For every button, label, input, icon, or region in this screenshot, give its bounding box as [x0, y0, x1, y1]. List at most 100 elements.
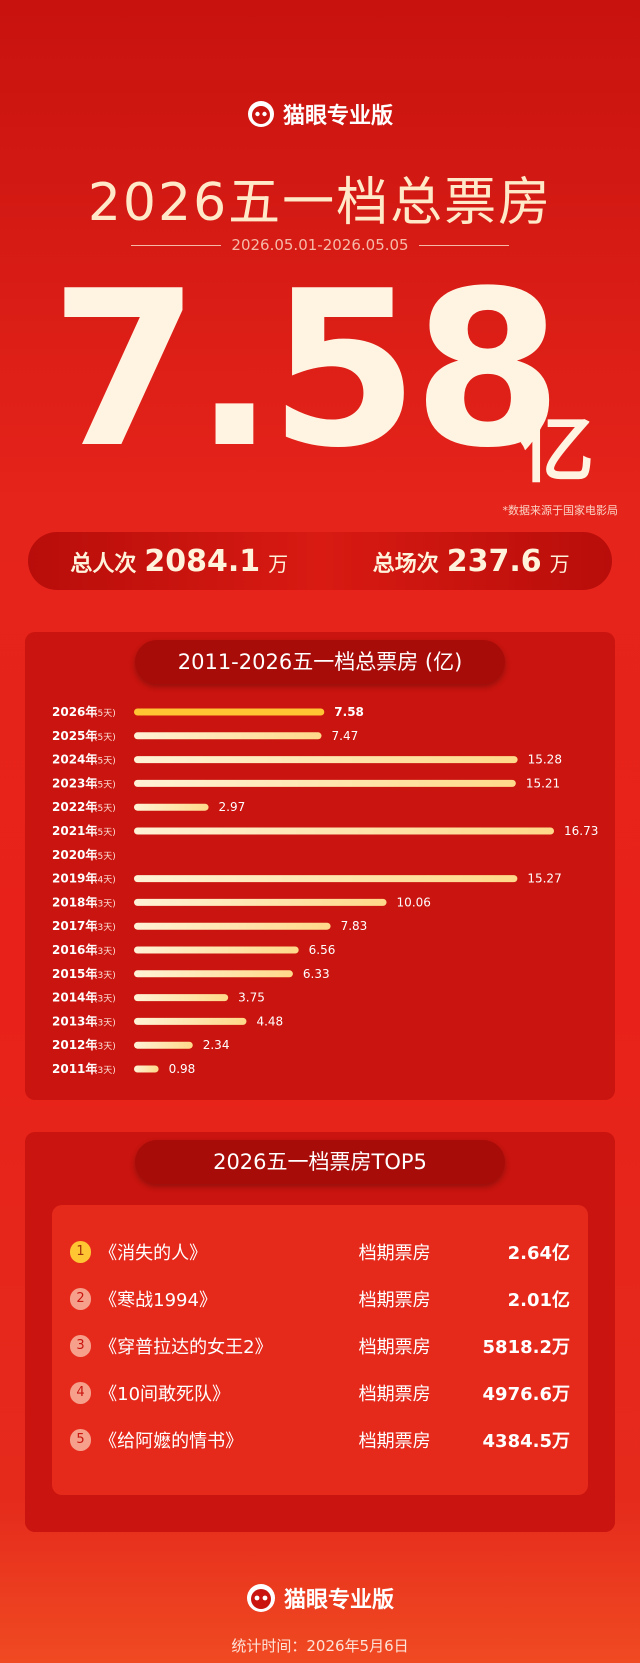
value-label: 2.97 [219, 800, 246, 814]
days-label: (3天) [94, 923, 116, 933]
days-label: (3天) [94, 947, 116, 957]
days-label: (3天) [94, 1018, 116, 1028]
stat: 总人次 2084.1 万 [70, 544, 288, 579]
value-label: 15.27 [527, 872, 561, 886]
stat-value: 237.6 [446, 543, 542, 579]
bar [134, 898, 387, 906]
days-label: (3天) [94, 1042, 116, 1052]
value-label: 10.06 [397, 895, 431, 909]
days-label: (5天) [94, 828, 116, 838]
value-label: 7.58 [334, 705, 364, 719]
category-label: 2020年 [52, 847, 97, 862]
bar [134, 1017, 247, 1025]
movie-name: 《寒战1994》 [99, 1290, 217, 1311]
movie-name: 《消失的人》 [99, 1243, 208, 1264]
bar [134, 1041, 193, 1049]
bar [134, 970, 293, 978]
top5-row: 5 《给阿嬷的情书》 档期票房 4384.5万 [70, 1422, 570, 1458]
bar [134, 946, 299, 954]
top5-row: 3 《穿普拉达的女王2》 档期票房 5818.2万 [70, 1328, 570, 1364]
metric: 档期票房 [358, 1431, 431, 1452]
category-label: 2024年 [52, 752, 97, 767]
bar [134, 779, 516, 787]
days-label: (5天) [94, 733, 116, 743]
category-label: 2018年 [52, 894, 97, 909]
bar [134, 803, 209, 811]
total-box-office: 7.58 [50, 244, 562, 495]
stats-bar: 总人次 2084.1 万 总场次 237.6 万 [28, 532, 612, 590]
days-label: (5天) [94, 757, 116, 767]
amount: 5818.2万 [482, 1337, 570, 1358]
category-label: 2019年 [52, 871, 97, 886]
source: *数据来源于国家电影局 [502, 504, 619, 517]
top5-title: 2026五一档票房TOP5 [135, 1140, 505, 1184]
category-label: 2014年 [52, 990, 97, 1005]
logo-text: 猫眼专业版 [282, 104, 393, 129]
days-label: (3天) [94, 995, 116, 1005]
bar [134, 708, 325, 716]
movie-name: 《给阿嬷的情书》 [99, 1431, 244, 1452]
value-label: 6.33 [303, 967, 330, 981]
top5-list [52, 1205, 588, 1495]
bar [134, 994, 229, 1002]
title: 2026五一档总票房 [87, 173, 553, 233]
logo: 猫眼专业版 [0, 98, 640, 130]
top5-row: 4 《10间敢死队》 档期票房 4976.6万 [70, 1375, 570, 1411]
logo-text: 猫眼专业版 [283, 1588, 394, 1613]
stat-unit: 万 [549, 551, 570, 576]
metric: 档期票房 [358, 1243, 431, 1264]
category-label: 2016年 [52, 942, 97, 957]
bar [134, 1065, 159, 1073]
days-label: (3天) [94, 971, 116, 981]
stat-label: 总人次 [70, 551, 137, 577]
stat-unit: 万 [268, 551, 289, 576]
category-label: 2023年 [52, 775, 97, 790]
bar [134, 922, 331, 930]
value-label: 3.75 [238, 991, 265, 1005]
category-label: 2013年 [52, 1013, 97, 1028]
category-label: 2015年 [52, 966, 97, 981]
movie-name: 《穿普拉达的女王2》 [99, 1337, 273, 1358]
rank: 4 [70, 1382, 92, 1404]
top5-row: 1 《消失的人》 档期票房 2.64亿 [70, 1234, 570, 1270]
bar [134, 756, 518, 764]
total-unit: 亿 [520, 407, 594, 493]
category-label: 2026年 [52, 704, 97, 719]
category-label: 2022年 [52, 799, 97, 814]
days-label: (4天) [94, 876, 116, 886]
bar [134, 732, 322, 740]
metric: 档期票房 [358, 1337, 431, 1358]
value-label: 0.98 [169, 1062, 196, 1076]
amount: 2.64亿 [507, 1243, 570, 1264]
category-label: 2011年 [52, 1061, 97, 1076]
rank: 2 [70, 1288, 92, 1310]
stat-time: 统计时间：2026年5月6日 [231, 1637, 409, 1655]
amount: 2.01亿 [507, 1290, 570, 1311]
value-label: 7.83 [341, 919, 368, 933]
metric: 档期票房 [358, 1290, 431, 1311]
days-label: (3天) [94, 899, 116, 909]
value-label: 16.73 [564, 824, 598, 838]
days-label: (5天) [94, 852, 116, 862]
footer-logo: 猫眼专业版 [0, 1582, 640, 1614]
value-label: 15.21 [526, 776, 560, 790]
rank: 3 [70, 1335, 92, 1357]
bar [134, 875, 518, 883]
amount: 4976.6万 [482, 1384, 570, 1405]
stat-value: 2084.1 [144, 543, 261, 579]
chart-title: 2011-2026五一档总票房 (亿) [135, 640, 505, 684]
rank: 1 [70, 1241, 92, 1263]
stat-label: 总场次 [372, 551, 439, 577]
metric: 档期票房 [358, 1384, 431, 1405]
value-label: 4.48 [256, 1014, 283, 1028]
date-range: 2026.05.01-2026.05.05 [0, 236, 640, 254]
rank: 5 [70, 1429, 92, 1451]
category-label: 2012年 [52, 1037, 97, 1052]
value-label: 2.34 [203, 1038, 230, 1052]
days-label: (5天) [94, 804, 116, 814]
top5-row: 2 《寒战1994》 档期票房 2.01亿 [70, 1281, 570, 1317]
category-label: 2021年 [52, 823, 97, 838]
days-label: (3天) [94, 1066, 116, 1076]
